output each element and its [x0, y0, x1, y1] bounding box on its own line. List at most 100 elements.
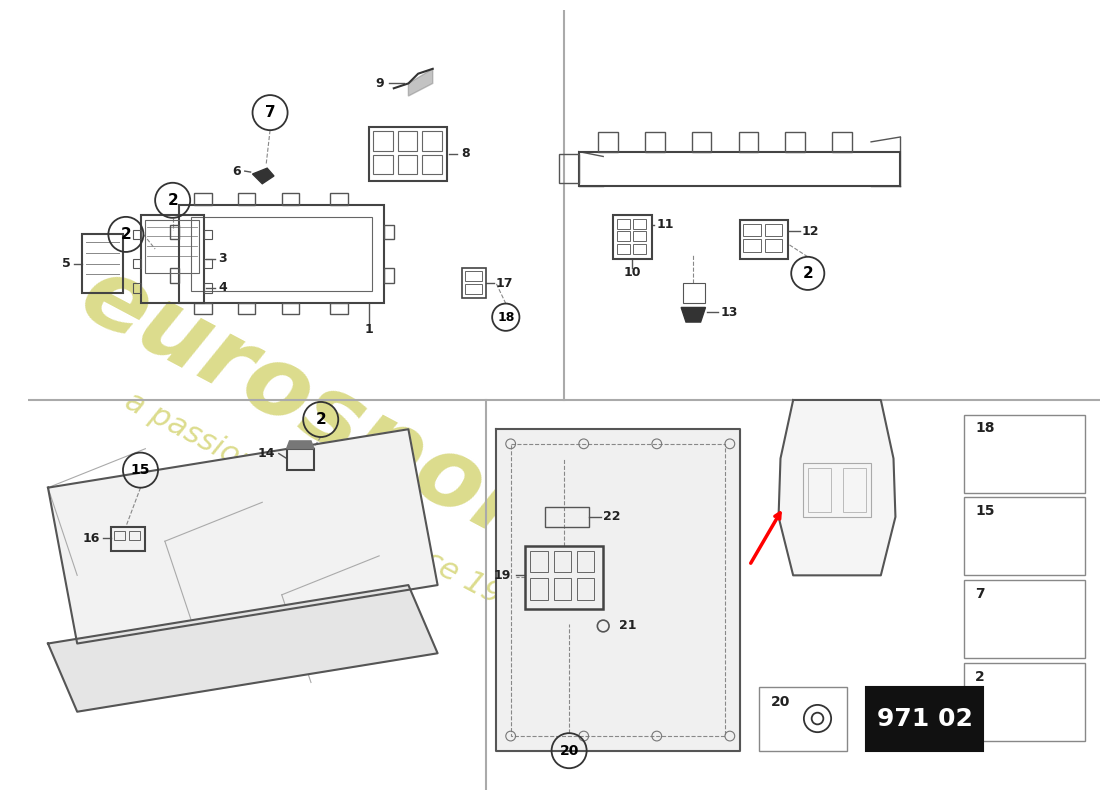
Bar — [330, 194, 348, 205]
Bar — [807, 468, 832, 512]
Bar — [634, 244, 646, 254]
Bar — [422, 154, 441, 174]
Bar — [964, 580, 1086, 658]
Bar — [738, 132, 758, 152]
Text: 2: 2 — [976, 670, 986, 684]
Text: 18: 18 — [976, 422, 994, 435]
Bar — [759, 687, 847, 750]
Bar — [141, 215, 204, 302]
Bar — [964, 414, 1086, 493]
Text: 20: 20 — [771, 695, 790, 709]
Text: 19: 19 — [493, 569, 510, 582]
Bar — [866, 687, 983, 750]
Bar — [764, 224, 782, 236]
Text: 15: 15 — [976, 504, 994, 518]
Bar — [194, 194, 211, 205]
Polygon shape — [48, 430, 438, 643]
Text: 10: 10 — [624, 266, 641, 279]
Text: a passion for parts since 1985: a passion for parts since 1985 — [120, 386, 541, 628]
Text: 6: 6 — [232, 165, 241, 178]
Bar — [785, 132, 805, 152]
Bar — [617, 231, 629, 242]
Bar — [238, 302, 255, 314]
Text: 2: 2 — [167, 193, 178, 208]
Bar — [133, 258, 141, 269]
Bar — [465, 271, 483, 281]
Bar — [330, 302, 348, 314]
Bar — [111, 526, 145, 551]
Bar — [964, 498, 1086, 575]
Text: 18: 18 — [497, 310, 515, 324]
Bar — [282, 302, 299, 314]
Bar — [82, 234, 123, 293]
Polygon shape — [779, 400, 895, 575]
Bar — [129, 530, 140, 540]
Text: 2: 2 — [802, 266, 813, 281]
Bar — [764, 239, 782, 252]
Bar — [617, 244, 629, 254]
Polygon shape — [681, 307, 705, 322]
Text: 21: 21 — [619, 619, 636, 633]
Text: 14: 14 — [257, 447, 275, 460]
Text: 20: 20 — [560, 744, 579, 758]
Bar — [739, 220, 789, 258]
Bar — [204, 258, 211, 269]
Bar — [530, 551, 548, 573]
Bar — [169, 269, 179, 283]
Text: 1: 1 — [365, 323, 374, 336]
Bar — [692, 132, 712, 152]
Bar — [133, 283, 141, 293]
Bar — [398, 131, 417, 150]
Polygon shape — [253, 168, 274, 184]
Bar — [204, 283, 211, 293]
Text: 971 02: 971 02 — [877, 706, 972, 730]
Bar — [373, 131, 393, 150]
Text: 8: 8 — [461, 147, 470, 160]
Polygon shape — [408, 69, 432, 96]
Bar — [169, 225, 179, 239]
Text: 16: 16 — [82, 532, 100, 545]
Text: 7: 7 — [976, 587, 984, 601]
Bar — [373, 154, 393, 174]
Bar — [553, 551, 571, 573]
Bar — [683, 283, 704, 302]
Bar — [843, 468, 866, 512]
Text: eurosports: eurosports — [65, 248, 636, 610]
Text: 2: 2 — [316, 412, 326, 427]
Bar — [133, 230, 141, 239]
Bar — [544, 507, 588, 526]
Bar — [576, 551, 594, 573]
Text: 4: 4 — [219, 282, 228, 294]
Bar — [422, 131, 441, 150]
Bar — [526, 546, 603, 610]
Bar — [576, 578, 594, 600]
Bar — [384, 269, 394, 283]
Text: 17: 17 — [496, 277, 514, 290]
Bar — [634, 231, 646, 242]
Bar — [114, 530, 125, 540]
Polygon shape — [287, 441, 314, 449]
Bar — [510, 444, 725, 736]
Text: 13: 13 — [720, 306, 737, 319]
Bar — [204, 230, 211, 239]
Bar — [744, 224, 761, 236]
Bar — [530, 578, 548, 600]
Bar — [238, 194, 255, 205]
Bar — [598, 132, 618, 152]
Polygon shape — [48, 585, 438, 712]
Text: 9: 9 — [375, 77, 384, 90]
Bar — [370, 127, 448, 181]
Bar — [398, 154, 417, 174]
Bar — [462, 269, 486, 298]
Bar — [145, 220, 199, 274]
Bar — [282, 194, 299, 205]
Text: 15: 15 — [131, 463, 151, 477]
Bar — [194, 302, 211, 314]
Bar — [465, 284, 483, 294]
Bar — [634, 219, 646, 229]
Bar — [191, 217, 372, 291]
Text: 7: 7 — [265, 105, 275, 120]
Polygon shape — [496, 430, 739, 750]
Text: 2: 2 — [121, 227, 131, 242]
Bar — [179, 205, 384, 302]
